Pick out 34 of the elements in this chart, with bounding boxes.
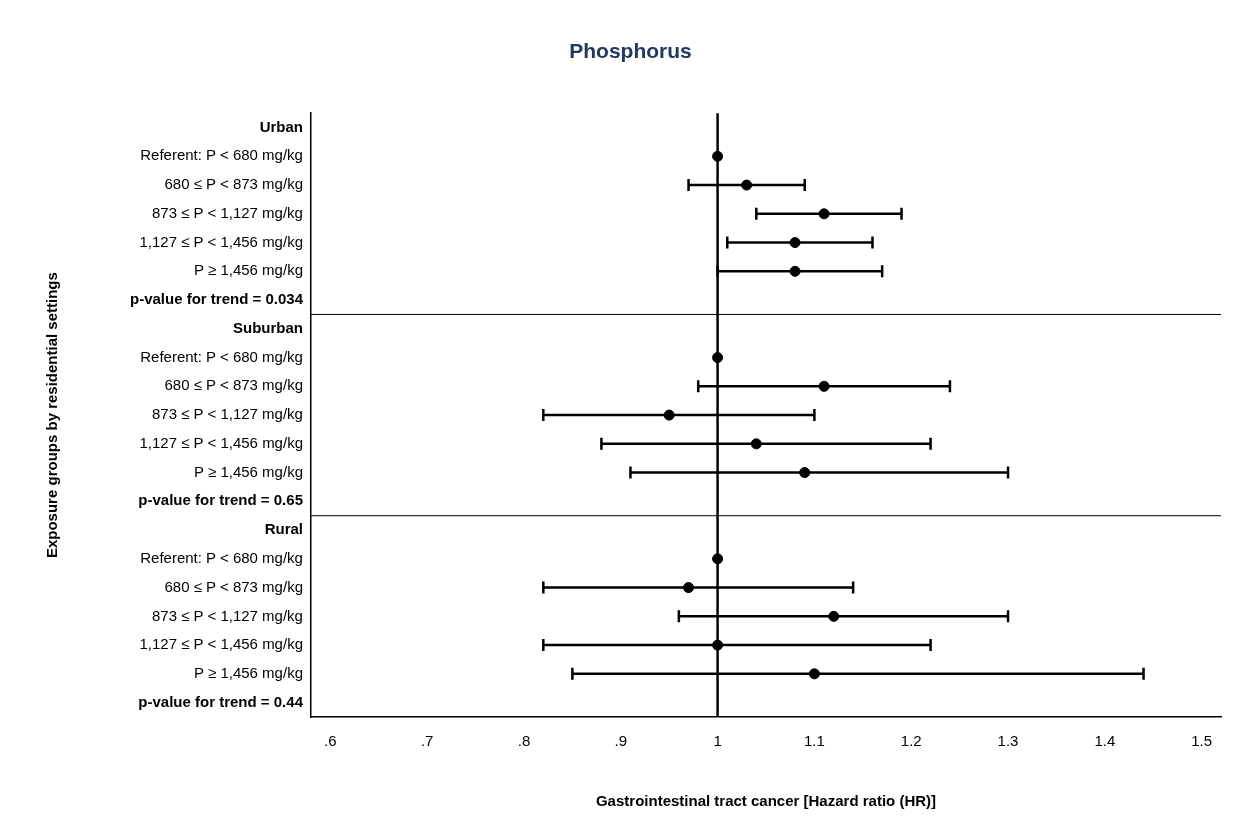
y-tick-label: Suburban [232,318,303,336]
x-tick-label: 1.3 [997,732,1019,750]
chart-title: Phosphorus [569,39,692,63]
x-axis-title: Gastrointestinal tract cancer [Hazard ratio (HR)] [595,792,937,810]
x-tick-label: 1 [713,732,722,750]
y-tick-label: 873 ≤ P < 1,127 mg/kg [151,203,303,221]
y-tick-label: 1,127 ≤ P < 1,456 mg/kg [139,232,303,250]
y-tick-label: Referent: P < 680 mg/kg [140,549,303,566]
y-tick-label: 680 ≤ P < 873 mg/kg [164,175,303,193]
x-tick-label: .9 [614,732,628,750]
y-tick-label: Rural [264,520,303,538]
y-tick-label: P ≥ 1,456 mg/kg [194,462,303,480]
y-tick-label: Referent: P < 680 mg/kg [140,347,303,365]
y-axis-title: Exposure groups by residential settings [43,272,61,559]
y-tick-label: 680 ≤ P < 873 mg/kg [164,376,303,394]
x-tick-label: .7 [420,732,434,750]
x-tick-label: 1.5 [1191,732,1213,750]
y-tick-label: Referent: P < 680 mg/kg [140,146,303,164]
x-tick-label: 1.2 [900,732,922,750]
y-tick-label: P ≥ 1,456 mg/kg [194,261,303,279]
y-tick-label: 680 ≤ P < 873 mg/kg [164,577,303,595]
x-tick-label: .8 [517,732,531,750]
y-tick-label: Urban [259,117,303,135]
y-tick-label: p-value for trend = 0.44 [138,692,304,710]
y-tick-label: 1,127 ≤ P < 1,456 mg/kg [139,433,303,451]
y-tick-label: P ≥ 1,456 mg/kg [194,664,303,682]
y-tick-label: 873 ≤ P < 1,127 mg/kg [151,606,303,624]
y-tick-label: p-value for trend = 0.034 [129,290,304,308]
x-tick-label: 1.1 [803,732,825,750]
x-tick-label: 1.4 [1094,732,1116,750]
y-tick-label: p-value for trend = 0.65 [138,491,303,509]
x-tick-label: .6 [324,732,337,750]
y-tick-label: 1,127 ≤ P < 1,456 mg/kg [139,635,303,653]
y-tick-label: 873 ≤ P < 1,127 mg/kg [151,405,303,423]
